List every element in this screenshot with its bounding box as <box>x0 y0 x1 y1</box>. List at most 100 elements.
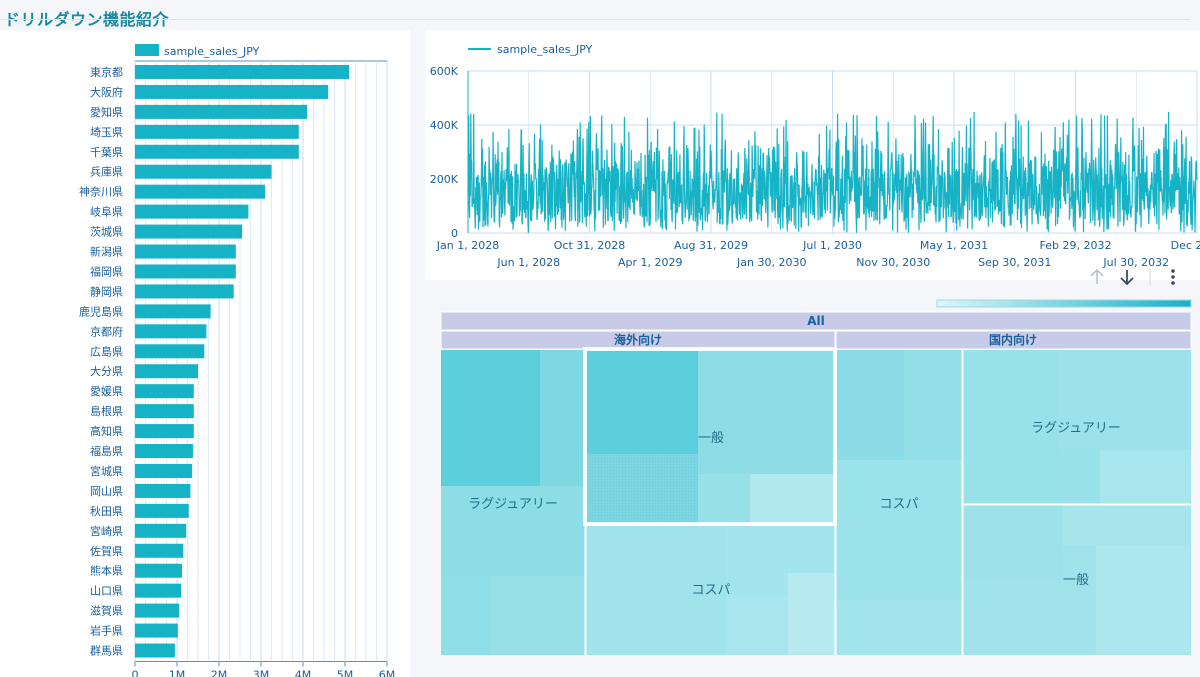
bar-category-label: 福岡県 <box>90 264 123 278</box>
bar[interactable] <box>135 483 191 498</box>
page-title: ドリルダウン機能紹介 <box>4 10 170 29</box>
bar-category-label: 静岡県 <box>90 284 123 298</box>
line-x-tick-label: Jul 30, 2032 <box>1102 256 1169 269</box>
bar[interactable] <box>135 144 299 159</box>
bar-category-label: 千葉県 <box>90 145 123 159</box>
treemap-group-label-overseas: 海外向け <box>614 332 662 347</box>
bar[interactable] <box>135 124 299 139</box>
bar-category-label: 秋田県 <box>90 504 123 518</box>
line-y-ticks: 0 200K 400K 600K <box>430 65 459 240</box>
bar-tick-label: 4M <box>295 669 312 677</box>
bar-category-label: 愛媛県 <box>90 384 123 398</box>
treemap-label-overseas-luxury: ラグジュアリー <box>468 497 558 512</box>
bar[interactable] <box>135 264 236 279</box>
bar-series[interactable] <box>135 64 350 658</box>
bar-category-label: 鹿児島県 <box>79 304 123 318</box>
bar[interactable] <box>135 543 184 558</box>
bar-x-ticks: 0 1M 2M 3M 4M 5M 6M <box>132 661 396 677</box>
treemap-selection-highlight <box>583 347 837 526</box>
bar-category-label: 群馬県 <box>90 644 123 658</box>
bar-category-label: 宮崎県 <box>90 524 123 538</box>
bar[interactable] <box>135 364 198 379</box>
line-y-tick-label: 600K <box>430 65 459 78</box>
treemap-cell-domestic-value[interactable]: コスパ <box>836 350 962 655</box>
sales-series-line[interactable] <box>467 111 1198 233</box>
bar[interactable] <box>135 104 308 119</box>
drill-down-arrow-icon[interactable] <box>1120 270 1134 286</box>
bar[interactable] <box>135 503 189 518</box>
bar-tick-label: 3M <box>253 669 270 677</box>
bar[interactable] <box>135 404 194 419</box>
treemap-label-domestic-luxury: ラグジュアリー <box>1031 421 1121 436</box>
bar-tick-label: 5M <box>337 669 354 677</box>
line-x-tick-label: Feb 29, 2032 <box>1040 239 1112 252</box>
line-y-tick-label: 200K <box>430 173 459 186</box>
line-x-tick-label: Dec 29, 2 <box>1171 239 1200 252</box>
bar-category-label: 熊本県 <box>90 564 123 578</box>
bar-category-label: 滋賀県 <box>90 605 123 618</box>
line-y-tick-label: 0 <box>451 227 458 240</box>
bar[interactable] <box>135 424 194 439</box>
bar[interactable] <box>135 304 211 319</box>
bar[interactable] <box>135 284 234 299</box>
bar[interactable] <box>135 643 175 658</box>
bar-category-label: 高知県 <box>90 424 123 438</box>
bar[interactable] <box>135 344 205 359</box>
bar[interactable] <box>135 324 207 339</box>
treemap-cell-domestic-general[interactable]: 一般 <box>963 505 1191 655</box>
bar-category-label: 宮城県 <box>90 464 123 478</box>
treemap-cell-domestic-luxury[interactable]: ラグジュアリー <box>963 350 1191 504</box>
bar[interactable] <box>135 623 178 638</box>
drill-up-arrow-icon[interactable] <box>1090 268 1104 284</box>
bar[interactable] <box>135 64 350 79</box>
line-x-tick-label: Jun 1, 2028 <box>496 256 560 269</box>
bar[interactable] <box>135 603 180 618</box>
bar[interactable] <box>135 244 236 259</box>
bar[interactable] <box>135 164 272 179</box>
bar[interactable] <box>135 523 187 538</box>
bar[interactable] <box>135 204 249 219</box>
bar-category-label: 神奈川県 <box>79 185 123 199</box>
treemap-label-overseas-value: コスパ <box>691 583 730 598</box>
line-chart: sample_sales_JPY 0 200K 400K 600K Jan 1, 20… <box>430 43 1200 269</box>
bar[interactable] <box>135 224 243 239</box>
line-x-tick-label: May 1, 2031 <box>920 239 988 252</box>
bar[interactable] <box>135 384 194 399</box>
line-x-tick-label: Oct 31, 2028 <box>554 239 626 252</box>
treemap-cell-overseas-value[interactable]: コスパ <box>586 525 835 655</box>
bar[interactable] <box>135 463 193 478</box>
treemap-label-domestic-general: 一般 <box>1063 572 1089 588</box>
title-divider <box>0 19 1190 20</box>
line-chart-panel <box>425 30 1200 280</box>
bar-category-label: 福島県 <box>90 444 123 458</box>
bar-tick-label: 0 <box>132 669 139 677</box>
bar-category-label: 新潟県 <box>90 245 123 259</box>
line-x-tick-label: Aug 31, 2029 <box>674 239 748 252</box>
treemap-cell-overseas-luxury[interactable]: ラグジュアリー <box>441 350 585 655</box>
chart-controls <box>1090 268 1175 286</box>
bar-category-label: 愛知県 <box>90 105 123 119</box>
treemap-root-label: All <box>807 314 825 328</box>
bar[interactable] <box>135 444 193 459</box>
bar-category-label: 佐賀県 <box>90 544 123 558</box>
line-x-tick-label: Jul 1, 2030 <box>802 239 862 252</box>
bar-category-label: 兵庫県 <box>90 165 123 179</box>
legend-label: sample_sales_JPY <box>164 45 260 58</box>
bar-tick-label: 1M <box>169 669 186 677</box>
treemap-group-header-domestic[interactable] <box>835 330 1192 350</box>
more-vert-icon[interactable] <box>1171 269 1175 285</box>
bar-category-label: 茨城県 <box>90 225 123 239</box>
bar-category-label: 埼玉県 <box>90 125 123 139</box>
treemap-cell-overseas-general[interactable]: 一般 <box>586 350 835 524</box>
treemap-root-header[interactable] <box>440 311 1192 331</box>
bar[interactable] <box>135 563 183 578</box>
bar-category-label: 山口県 <box>90 585 123 598</box>
bar[interactable] <box>135 583 182 598</box>
bar-category-label: 島根県 <box>90 404 123 418</box>
bar-tick-label: 6M <box>379 669 396 677</box>
bar-category-label: 東京都 <box>90 65 123 79</box>
color-scale-bar <box>936 299 1192 308</box>
bar[interactable] <box>135 184 266 199</box>
bar[interactable] <box>135 84 329 99</box>
bar-category-label: 岐阜県 <box>90 206 123 219</box>
